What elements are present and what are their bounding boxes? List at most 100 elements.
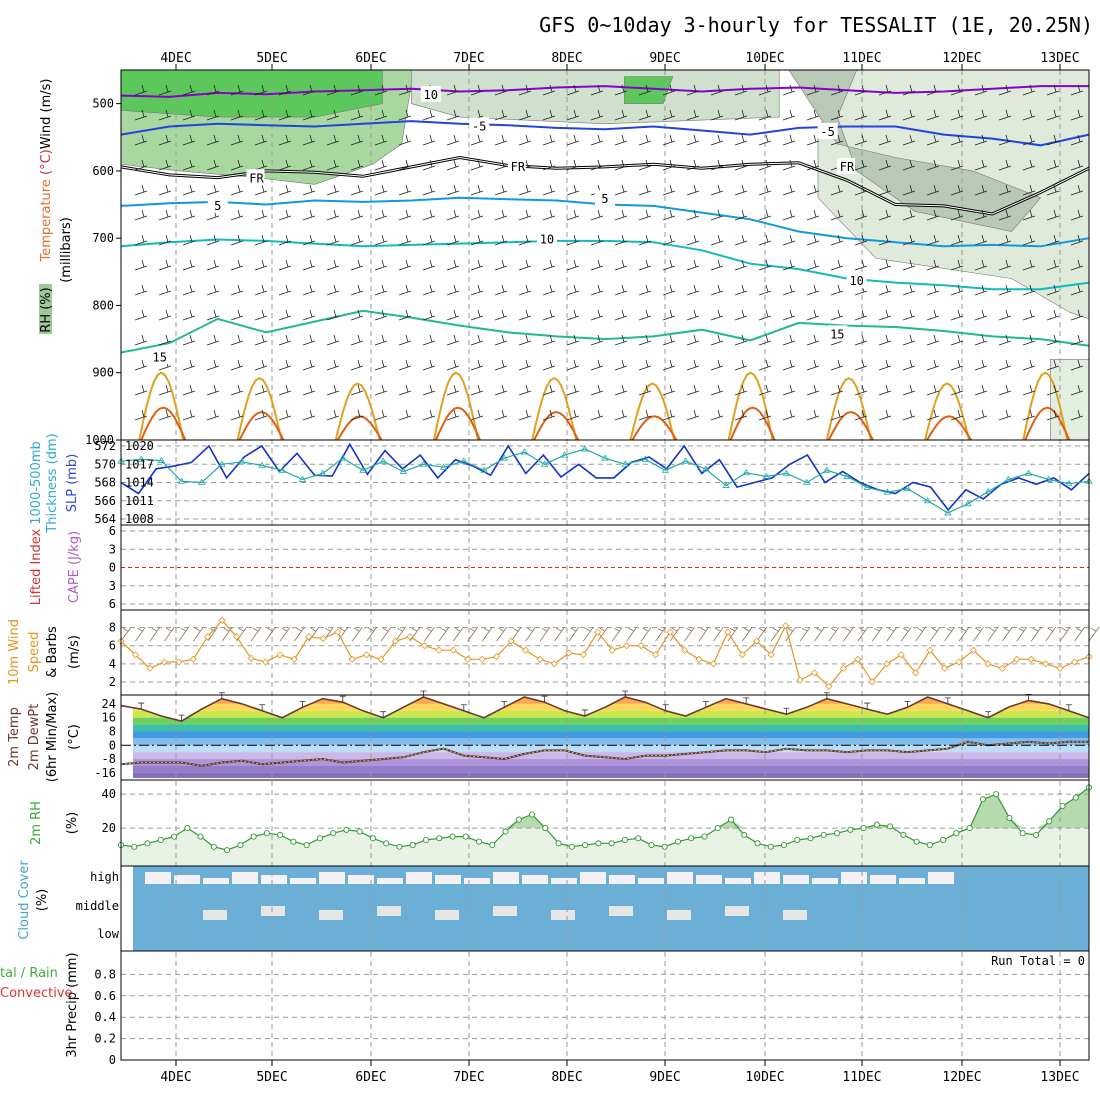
wind-barb bbox=[230, 384, 244, 396]
wind-barb bbox=[398, 309, 412, 321]
wind-barb bbox=[782, 109, 796, 121]
slp-label: SLP (mb) bbox=[65, 454, 80, 513]
contour-label: 10 bbox=[849, 274, 863, 288]
slp-marker bbox=[621, 460, 629, 467]
wind-barb bbox=[1022, 259, 1036, 271]
isotherm-line bbox=[120, 238, 1090, 291]
rh-shade-region bbox=[1050, 359, 1090, 441]
rh2m-marker bbox=[290, 838, 297, 845]
slp-marker bbox=[823, 466, 831, 473]
wind-barb bbox=[758, 309, 772, 321]
wind-barb bbox=[878, 359, 892, 371]
rh2m-marker bbox=[277, 831, 284, 838]
wind-barb bbox=[350, 309, 364, 321]
wind-barb bbox=[590, 284, 604, 296]
wind-barb bbox=[998, 384, 1012, 396]
wind-barb bbox=[782, 159, 796, 171]
wind-barb bbox=[350, 384, 364, 396]
rh2m-marker bbox=[860, 825, 867, 832]
wind-barb bbox=[806, 259, 820, 271]
wind-barb bbox=[566, 184, 580, 196]
date-label-bottom: 8DEC bbox=[551, 1070, 582, 1085]
wind-barb bbox=[974, 84, 988, 96]
wind10-barb bbox=[828, 626, 840, 642]
wind-barb bbox=[734, 109, 748, 121]
temp-minmax-marker bbox=[299, 700, 306, 708]
precip-convective-label: Convective bbox=[0, 986, 73, 1001]
wind-barb bbox=[494, 234, 508, 246]
rh2m-marker bbox=[582, 841, 589, 849]
rh2m-marker bbox=[1072, 794, 1079, 801]
wind-barb bbox=[1070, 234, 1084, 246]
slp-marker bbox=[601, 454, 609, 461]
wind-barb bbox=[926, 134, 940, 146]
wind-barb bbox=[446, 359, 460, 371]
wind-barb bbox=[662, 234, 676, 246]
wind10-marker bbox=[464, 655, 472, 663]
wind-barb bbox=[758, 209, 772, 221]
thickness-label-part: 1000-500mb bbox=[29, 441, 44, 525]
wind-barb bbox=[1070, 309, 1084, 321]
temp-tick-label: -8 bbox=[102, 752, 116, 766]
wind-barb bbox=[374, 134, 388, 146]
wind-barb bbox=[998, 359, 1012, 371]
date-label-top: 5DEC bbox=[256, 51, 287, 66]
wind-barb bbox=[446, 309, 460, 321]
dewpt-label: 2m DewPt bbox=[27, 704, 42, 771]
wind-barb bbox=[446, 134, 460, 146]
temp-minmax-marker bbox=[743, 697, 750, 704]
temp-minmax-marker bbox=[218, 692, 225, 699]
wind-barb bbox=[926, 384, 940, 396]
upper-temp-wind-label: Temperature (°C)Wind (m/s) bbox=[39, 79, 54, 263]
rh2m-marker bbox=[197, 833, 204, 840]
wind-barb bbox=[878, 284, 892, 296]
rh2m-marker bbox=[462, 833, 469, 840]
wind-barb bbox=[1046, 84, 1060, 96]
wind10-marker bbox=[218, 616, 226, 624]
rh2m-marker bbox=[436, 835, 443, 842]
wind-barb bbox=[230, 259, 244, 271]
wind-barb bbox=[782, 234, 796, 246]
wind-barb bbox=[998, 109, 1012, 121]
wind-barb bbox=[926, 359, 940, 371]
wind-barb bbox=[614, 209, 628, 221]
wind-barb bbox=[686, 384, 700, 396]
wind-barb bbox=[854, 84, 868, 96]
wind-barb bbox=[614, 84, 628, 96]
middle-cloud-gap bbox=[783, 910, 807, 920]
wind10-barb bbox=[438, 626, 450, 642]
wind-barb bbox=[326, 234, 340, 246]
wind-barb bbox=[302, 209, 316, 221]
rh2m-marker bbox=[422, 836, 430, 844]
wind-barb bbox=[326, 409, 340, 421]
date-label-bottom: 4DEC bbox=[160, 1070, 191, 1085]
rh2m-area bbox=[121, 787, 1089, 866]
wind10-barb bbox=[886, 626, 898, 642]
wind10-barb bbox=[727, 626, 739, 642]
wind10-barb bbox=[164, 626, 175, 642]
wind-barb bbox=[398, 359, 412, 371]
wind-barb bbox=[254, 184, 268, 196]
rh2m-marker bbox=[131, 843, 138, 850]
wind-barb bbox=[542, 384, 556, 396]
wind-barb bbox=[398, 84, 412, 96]
slp-marker bbox=[1024, 469, 1033, 476]
wind-barb bbox=[926, 184, 940, 196]
wind10-barb bbox=[1088, 626, 1100, 642]
wind-barb bbox=[494, 209, 508, 221]
wind10-barb bbox=[741, 626, 753, 642]
wind10-marker bbox=[536, 655, 544, 663]
wind-barb bbox=[1046, 209, 1060, 221]
slp-marker bbox=[863, 483, 871, 490]
slp-marker bbox=[661, 466, 670, 473]
wind-tick-label: 8 bbox=[109, 621, 116, 635]
wind-barb bbox=[278, 184, 292, 196]
wind-barb bbox=[230, 184, 244, 196]
warm-contour bbox=[334, 382, 381, 441]
temp-minmax-marker bbox=[985, 711, 992, 718]
wind-barb bbox=[518, 409, 532, 421]
wind-barb bbox=[230, 134, 244, 146]
wind10-marker bbox=[406, 633, 414, 641]
warm-contour bbox=[432, 371, 479, 441]
wind10-marker bbox=[984, 660, 992, 668]
